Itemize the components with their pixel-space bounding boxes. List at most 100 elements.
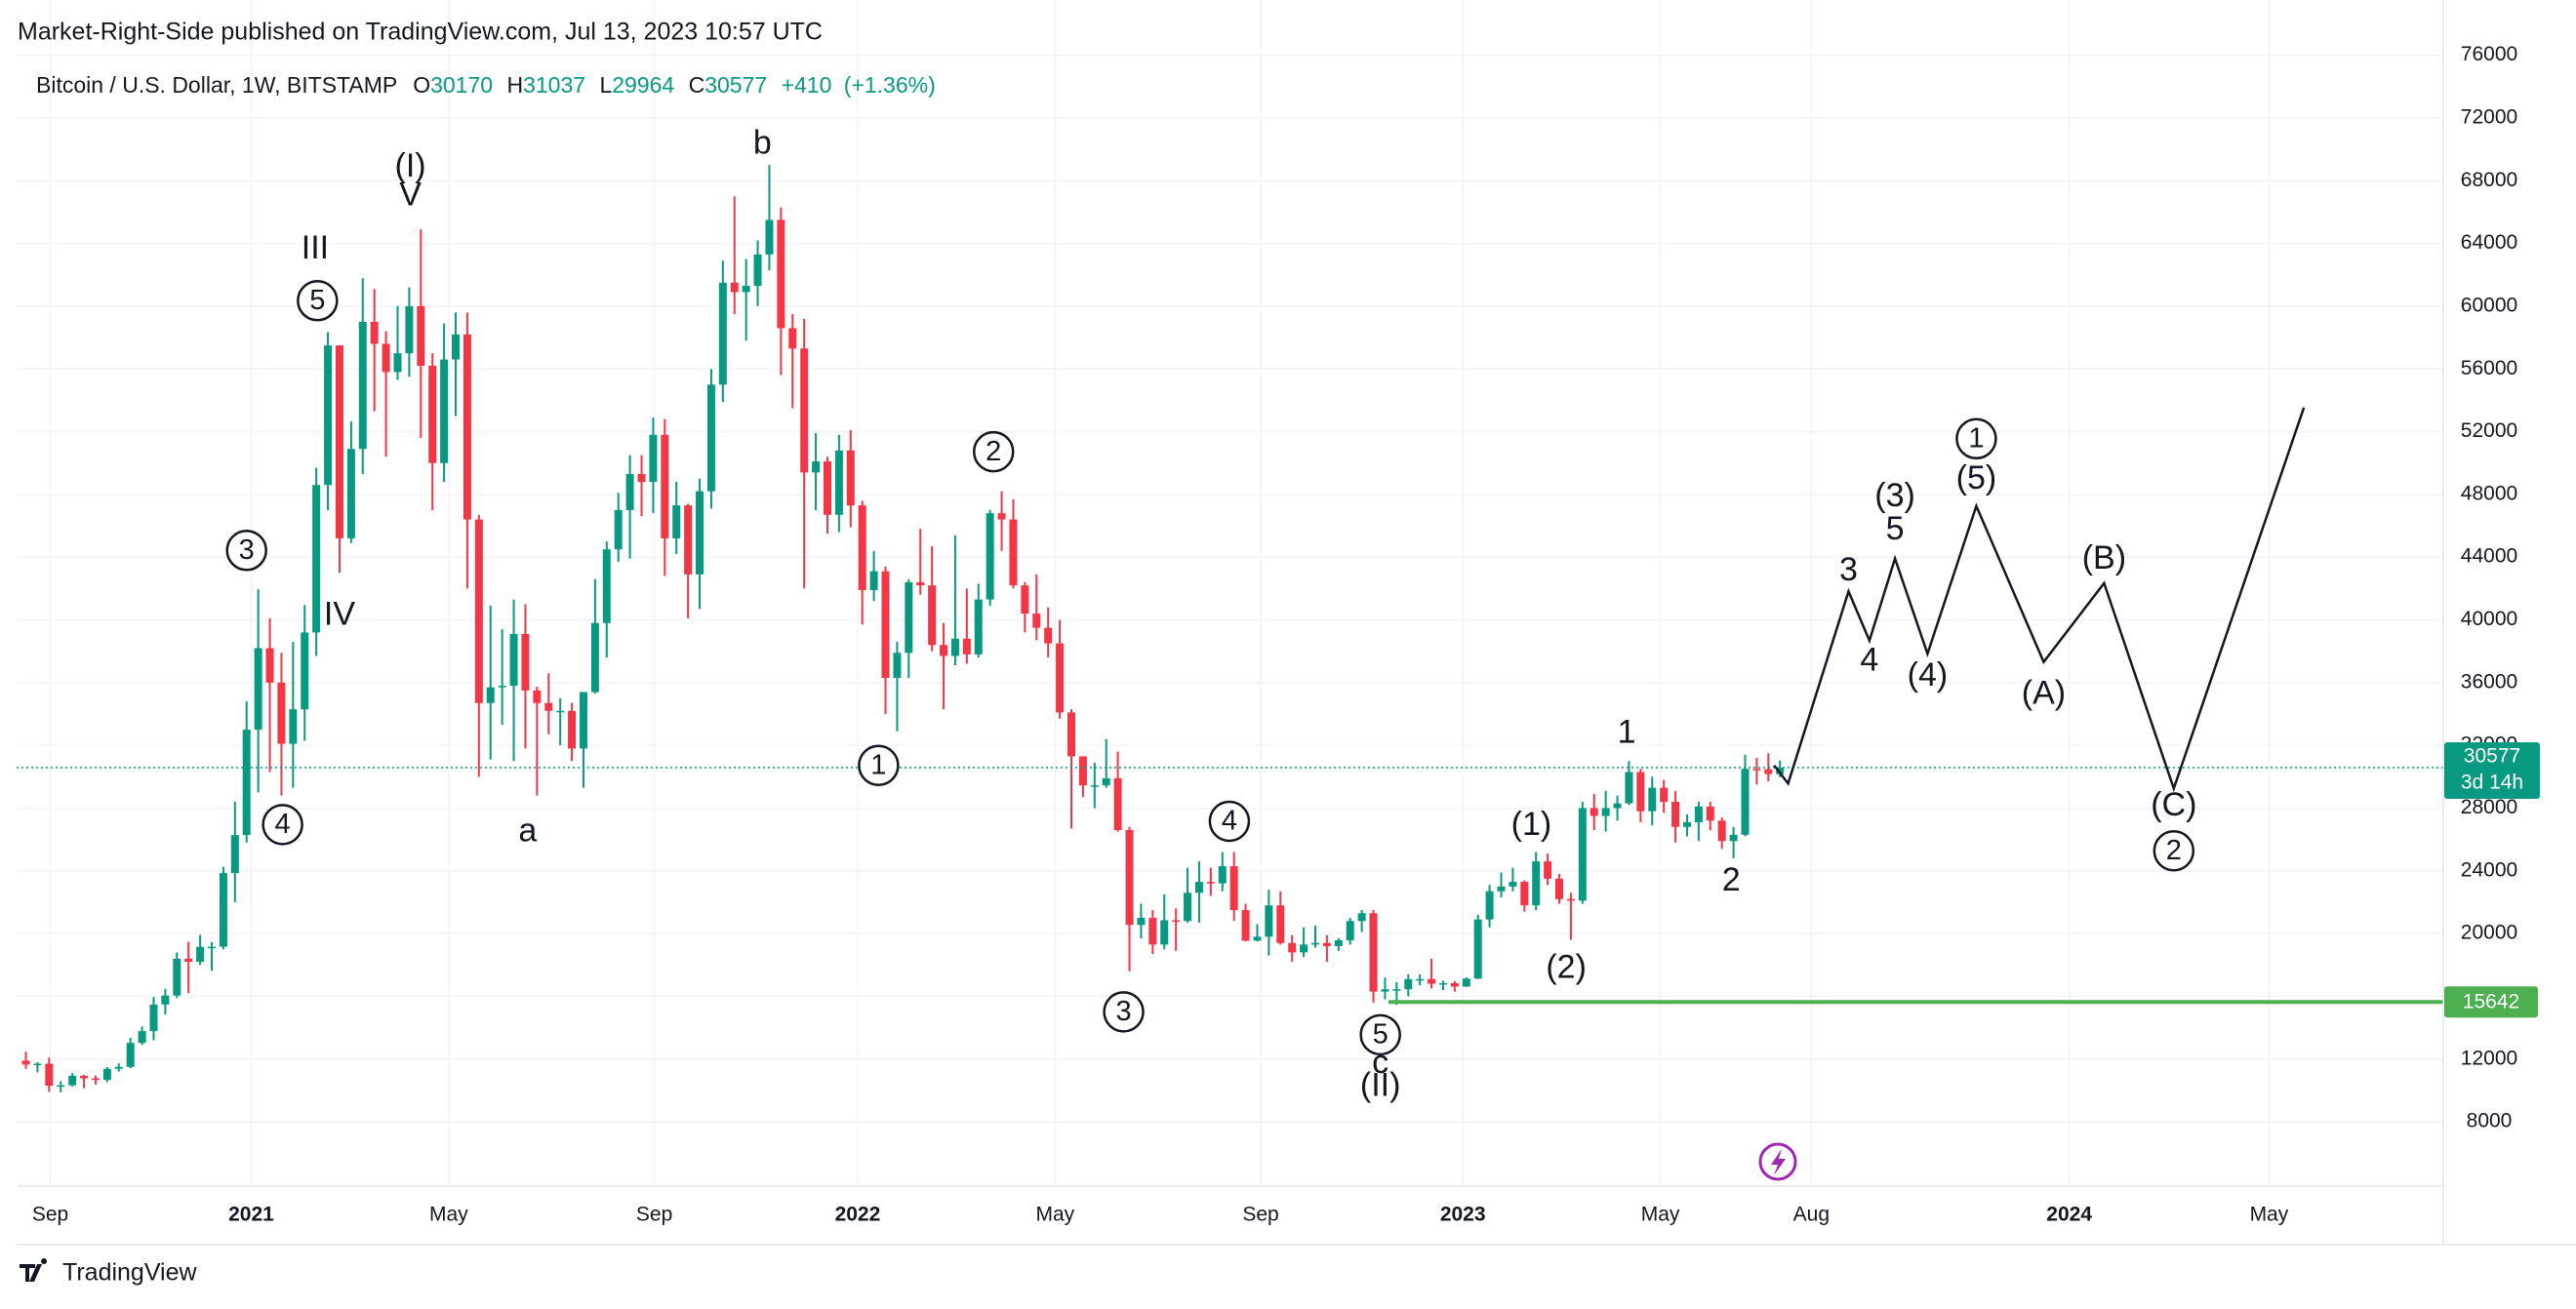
x-tick-label: 2021 — [228, 1204, 274, 1226]
candle-body — [1381, 989, 1389, 992]
candle-body — [858, 505, 866, 590]
candle-body — [1067, 712, 1075, 757]
wave-label: IV — [324, 595, 355, 632]
wave-label: (B) — [2082, 539, 2126, 576]
x-tick-label: 2023 — [1440, 1204, 1486, 1226]
candle-body — [452, 334, 461, 360]
candle-body — [1206, 882, 1215, 884]
candle-body — [1404, 978, 1413, 990]
candle-body — [102, 1068, 111, 1081]
candle-body — [1776, 768, 1785, 774]
last-price-value: 30577 — [2464, 745, 2520, 768]
y-tick-label: 64000 — [2461, 231, 2517, 254]
wave-label: c — [1372, 1044, 1389, 1081]
candle-body — [974, 599, 983, 654]
candle-body — [718, 282, 727, 385]
candle-body — [1288, 942, 1297, 953]
candle-body — [1125, 829, 1134, 926]
candle-body — [474, 519, 483, 703]
candle-body — [33, 1063, 42, 1066]
y-tick-label: 60000 — [2461, 294, 2517, 316]
wave-label: 2 — [986, 436, 1001, 467]
candle-body — [1752, 769, 1761, 771]
candle-body — [1044, 627, 1053, 644]
y-tick-label: 24000 — [2461, 858, 2517, 881]
candle-body — [1462, 978, 1470, 987]
candle-body — [1694, 806, 1703, 822]
candle-body — [1102, 777, 1110, 786]
candle-body — [753, 254, 762, 287]
candle-body — [1532, 861, 1541, 906]
wave-label: (A) — [2022, 674, 2066, 711]
level-tag — [2444, 986, 2538, 1018]
candle-body — [846, 450, 855, 506]
legend-high: 31037 — [523, 72, 585, 98]
event-icon[interactable] — [1758, 1142, 1797, 1181]
candle-body — [346, 449, 355, 538]
x-tick-label: Sep — [636, 1204, 672, 1226]
wave-circle — [1359, 1013, 1401, 1056]
candle-body — [277, 682, 286, 744]
candle-body — [312, 485, 321, 633]
wave-label: (4) — [1908, 656, 1949, 694]
wave-label: III — [302, 229, 329, 266]
legend-letter: C — [689, 72, 705, 98]
candle-body — [1392, 989, 1401, 991]
candle-body — [684, 505, 693, 575]
candle-body — [1032, 614, 1041, 628]
candle-body — [1717, 820, 1726, 842]
candle-body — [301, 632, 309, 710]
candle-body — [1056, 643, 1065, 713]
legend-change: +410 — [782, 72, 832, 98]
wave-label: a — [518, 813, 537, 850]
y-tick-label: 20000 — [2461, 922, 2517, 944]
candle-body — [812, 461, 821, 473]
legend-open: 30170 — [430, 72, 493, 98]
candle-body — [1253, 936, 1262, 941]
candle-body — [1555, 878, 1564, 899]
x-tick-label: May — [1641, 1204, 1680, 1226]
candle-body — [881, 571, 890, 679]
x-tick-label: 2024 — [2046, 1204, 2092, 1226]
wave-circle — [297, 280, 339, 322]
candle-body — [556, 710, 565, 713]
wave-label: (I) — [395, 147, 426, 184]
candle-body — [823, 461, 831, 515]
plot: (I)VIII53IV4ba12435c(II)(1)(2)12345(3)(4… — [17, 124, 2443, 1104]
candle-body — [1485, 891, 1494, 920]
projection-line — [1773, 407, 2306, 793]
candle-body — [788, 328, 797, 349]
candle-body — [602, 549, 611, 623]
x-tick-label: May — [429, 1204, 468, 1226]
candle-body — [428, 366, 437, 463]
candle-body — [498, 686, 506, 688]
last-price-tag — [2444, 742, 2540, 800]
candle-body — [242, 730, 251, 836]
candle-body — [1438, 982, 1447, 985]
candle-body — [997, 513, 1006, 520]
wave-label: 1 — [1968, 422, 1984, 454]
candle-body — [486, 687, 495, 703]
wave-label: V — [399, 176, 422, 213]
legend-letter: O — [413, 72, 430, 98]
candle-body — [1137, 918, 1146, 926]
wave-circle — [2153, 829, 2195, 872]
candle-body — [114, 1066, 123, 1069]
y-tick-label: 12000 — [2461, 1047, 2517, 1069]
wave-label: (5) — [1956, 459, 1997, 496]
candle-body — [869, 571, 878, 590]
candle-body — [509, 633, 518, 687]
candle-body — [637, 473, 646, 483]
candle-body — [196, 946, 205, 963]
candle-body — [1671, 802, 1680, 827]
candle-body — [1194, 882, 1203, 893]
wave-label: 5 — [1373, 1018, 1389, 1050]
candle-body — [1544, 861, 1552, 879]
candle-body — [161, 995, 170, 1005]
candle-body — [777, 219, 785, 329]
wave-label: 2 — [2166, 835, 2182, 866]
wave-circle — [225, 530, 267, 572]
candle-body — [986, 513, 994, 600]
candle-body — [1334, 940, 1343, 946]
